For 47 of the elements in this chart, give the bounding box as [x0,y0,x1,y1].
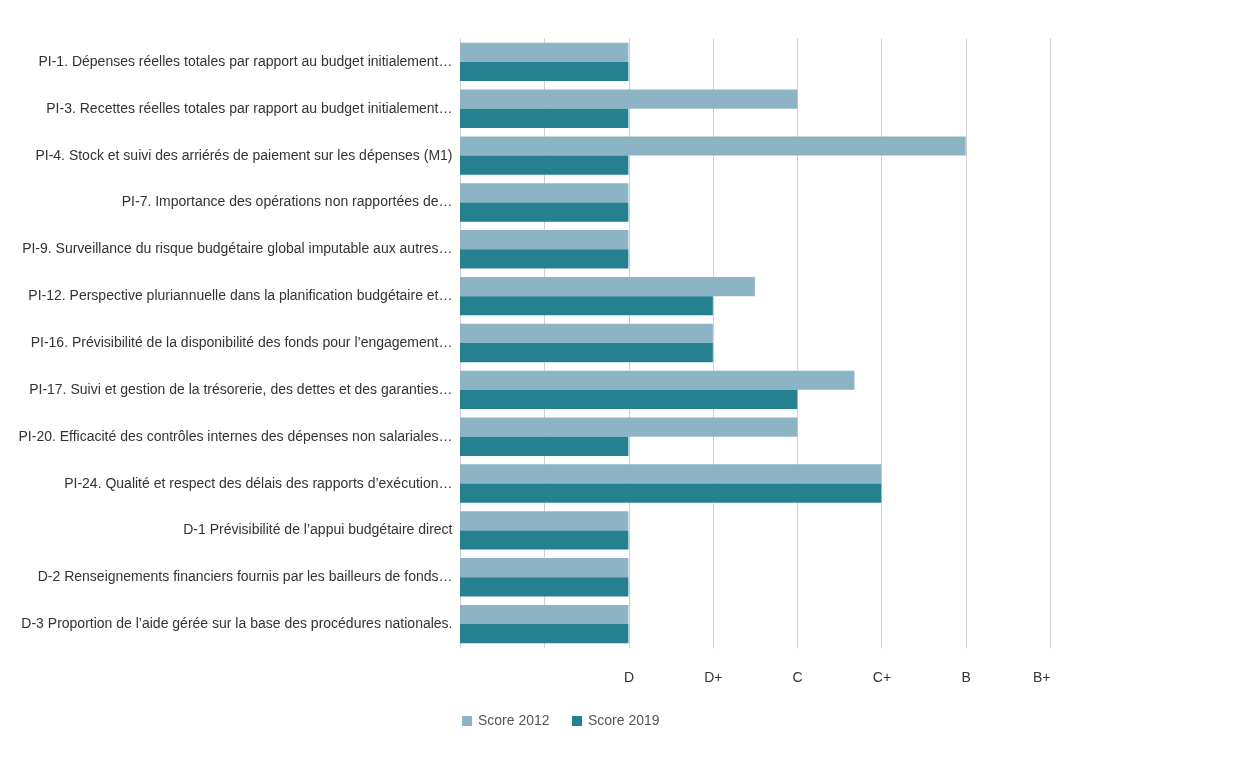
y-tick-label: PI-20. Efficacité des contrôles internes des dépenses non salariales… [18,427,453,444]
y-tick-label: PI-3. Recettes réelles totales par rapport au budget initialement… [46,99,453,116]
y-tick-label: D-3 Proportion de l’aide gérée sur la base des procédures nationales. [21,615,453,632]
bar [460,249,629,269]
y-tick-label: PI-1. Dépenses réelles totales par rapport au budget initialement… [38,52,453,69]
text: B [961,668,971,685]
legend-label: Score 2012 [478,712,550,728]
bar [460,558,629,578]
bar [460,343,713,363]
bar [460,530,629,550]
bar [460,483,882,503]
y-tick-label: PI-12. Perspective pluriannuelle dans la planification budgétaire et… [28,287,453,304]
y-tick-label: PI-9. Surveillance du risque budgétaire global imputable aux autres… [22,240,453,257]
text: D [624,668,635,685]
y-tick-label: PI-24. Qualité et respect des délais des rapports d’exécution… [64,474,453,491]
bar [460,323,713,343]
text: C+ [872,668,892,685]
bar [460,464,882,484]
bar [460,61,629,82]
bar [460,183,629,203]
bar [460,202,629,222]
y-tick-label: PI-4. Stock et suivi des arriérés de paiement sur les dépenses (M1) [35,146,453,163]
y-tick-label: D-1 Prévisibilité de l’appui budgétaire direct [183,521,453,538]
bar [460,230,629,250]
bar [460,604,629,625]
bar [460,389,798,410]
legend-label: Score 2019 [588,712,660,728]
bar [460,89,798,109]
text: C [792,668,803,685]
bar [460,577,629,597]
bar [460,108,629,128]
y-tick-label: PI-17. Suivi et gestion de la trésorerie, des dettes et des garanties… [29,380,453,397]
y-tick-label: PI-7. Importance des opérations non rapportées de… [121,193,453,210]
y-tick-label: D-2 Renseignements financiers fournis par les bailleurs de fonds… [37,568,453,585]
bar [460,370,855,390]
bar [460,436,629,456]
bar [460,42,629,62]
bar [460,417,798,437]
text: B+ [1032,668,1051,685]
bar [460,155,629,175]
bar [460,276,755,297]
y-tick-label: PI-16. Prévisibilité de la disponibilité des fonds pour l’engagement… [30,334,453,350]
bar [460,624,629,644]
bar [460,296,713,316]
bar [460,136,966,156]
bar [460,511,629,531]
text: D+ [704,668,723,685]
